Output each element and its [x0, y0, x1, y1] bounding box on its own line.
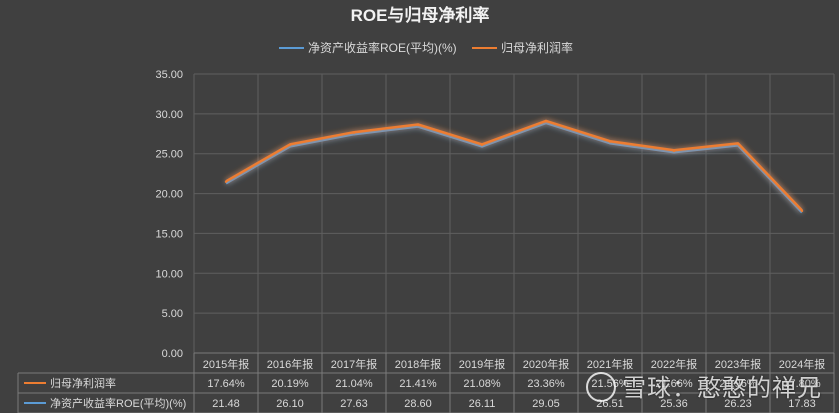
- table-cell: 21.66%: [655, 378, 693, 390]
- y-tick-label: 20.00: [155, 189, 183, 201]
- y-tick-label: 5.00: [162, 308, 183, 320]
- watermark-logo-icon: [586, 372, 616, 402]
- data-point: [608, 140, 612, 143]
- x-category-label: 2017年报: [331, 357, 377, 371]
- watermark-text: 雪球：憨憨的禅兄: [622, 374, 822, 402]
- table-cell: 26.11: [469, 398, 496, 410]
- data-point: [736, 142, 740, 146]
- data-point: [800, 209, 804, 213]
- x-category-label: 2021年报: [587, 357, 633, 371]
- y-tick-label: 0.00: [162, 348, 183, 360]
- series-line-margin: [225, 119, 803, 212]
- data-point: [544, 120, 548, 123]
- table-cell: 27.63: [340, 398, 368, 410]
- y-tick-label: 10.00: [155, 268, 183, 280]
- table-cell: 21.41%: [399, 378, 437, 390]
- x-category-label: 2020年报: [523, 357, 569, 371]
- y-tick-label: 35.00: [155, 69, 183, 81]
- table-cell: 20.19%: [271, 378, 309, 390]
- y-tick-label: 30.00: [155, 109, 183, 121]
- table-cell: 17.83: [788, 398, 816, 410]
- x-category-label: 2024年报: [779, 357, 825, 371]
- table-cell: 29.05: [532, 398, 560, 410]
- x-category-label: 2019年报: [459, 357, 505, 371]
- data-point: [288, 143, 292, 147]
- data-point: [416, 123, 420, 127]
- x-category-label: 2022年报: [651, 357, 697, 371]
- table-cell: 23.36%: [527, 378, 565, 390]
- table-row-header: 归母净利润率: [50, 376, 116, 390]
- x-category-label: 2016年报: [267, 357, 313, 371]
- table-cell: 21.48: [212, 398, 240, 410]
- table-cell: 26.10: [276, 398, 304, 410]
- y-tick-label: 25.00: [155, 149, 183, 161]
- table-cell: 17.64%: [207, 378, 245, 390]
- table-cell: 28.60: [404, 398, 432, 410]
- legend-label-roe: 净资产收益率ROE(平均)(%): [308, 40, 457, 55]
- table-cell: 21.04%: [335, 378, 373, 390]
- table-cell: 21.08%: [463, 378, 501, 390]
- table-row-header: 净资产收益率ROE(平均)(%): [50, 396, 186, 410]
- x-category-label: 2023年报: [715, 357, 761, 371]
- legend-label-margin: 归母净利润率: [501, 40, 573, 55]
- data-point: [480, 143, 484, 147]
- x-category-label: 2018年报: [395, 357, 441, 371]
- table-cell: 26.23: [724, 398, 752, 410]
- data-point: [672, 149, 676, 153]
- watermark: 雪球：憨憨的禅兄: [586, 368, 822, 403]
- series-line-roe: [225, 121, 803, 214]
- data-point: [352, 131, 356, 134]
- table-cell: 25.36: [660, 398, 688, 410]
- table-cell: 21.96%: [719, 378, 757, 390]
- table-cell: 17.80%: [783, 378, 821, 390]
- x-category-label: 2015年报: [203, 357, 249, 371]
- y-tick-label: 15.00: [155, 228, 183, 240]
- data-point: [224, 180, 228, 183]
- chart-title: ROE与归母净利率: [351, 5, 490, 25]
